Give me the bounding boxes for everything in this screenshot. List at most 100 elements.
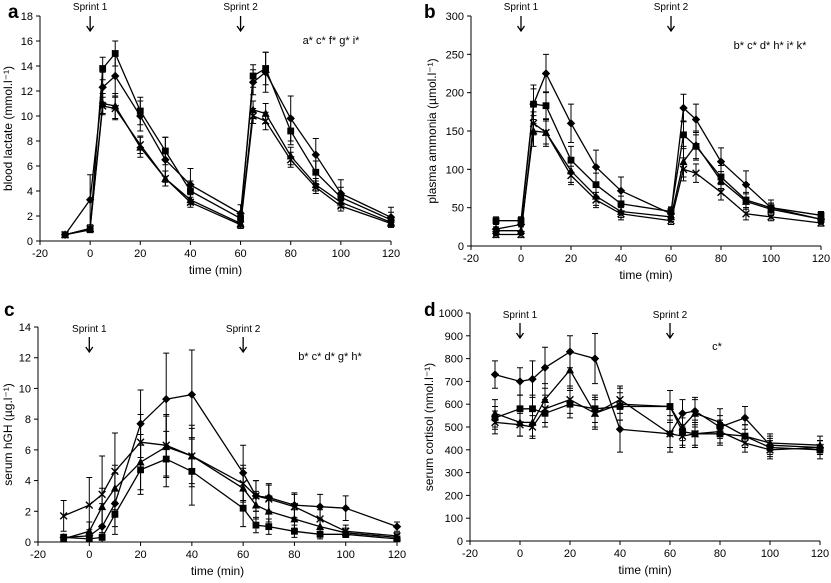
y-tick-label: 900 <box>445 331 463 343</box>
y-tick-label: 10 <box>21 111 33 123</box>
sprint-arrow-icon <box>516 16 526 33</box>
y-tick-label: 14 <box>19 322 31 334</box>
data-point-cross <box>86 224 95 233</box>
data-point-diamond <box>515 377 525 386</box>
x-tick-label: 40 <box>186 549 198 561</box>
series-triangle <box>491 351 824 455</box>
data-point-cross <box>286 155 295 164</box>
data-point-cross <box>667 216 675 225</box>
data-point-diamond <box>615 425 625 434</box>
x-tick-label: 20 <box>134 248 146 260</box>
x-tick-label: 20 <box>564 548 576 560</box>
data-point-cross <box>542 128 550 137</box>
x-tick-label: -20 <box>462 548 478 560</box>
data-point-triangle <box>59 534 68 543</box>
sprint-arrow-icon <box>665 323 675 340</box>
y-axis-label: plasma ammonia (µmol.l⁻¹) <box>425 58 439 203</box>
data-point-cross <box>716 427 724 436</box>
data-point-cross <box>817 219 825 227</box>
data-point-cross <box>161 174 170 183</box>
data-point-cross <box>492 230 500 239</box>
x-tick-label: 80 <box>285 248 297 260</box>
data-point-cross <box>311 183 320 192</box>
y-tick-label: 16 <box>21 36 33 48</box>
data-point-cross <box>136 140 145 149</box>
data-point-cross <box>239 479 248 488</box>
y-tick-label: 500 <box>445 422 463 434</box>
data-point-cross <box>162 441 171 450</box>
data-point-cross <box>85 501 94 510</box>
data-point-square <box>249 72 257 80</box>
significance-annotation: b* c* d* h* i* k* <box>734 40 807 52</box>
data-point-diamond <box>162 394 171 404</box>
data-point-triangle <box>767 204 775 213</box>
data-point-square <box>492 217 500 225</box>
data-point-cross <box>741 439 749 447</box>
data-point-diamond <box>540 363 550 372</box>
data-point-cross <box>186 198 195 207</box>
series-square <box>492 88 825 226</box>
data-point-square <box>667 208 675 215</box>
data-point-diamond <box>590 354 600 363</box>
data-point-square <box>161 147 169 155</box>
y-tick-label: 100 <box>445 513 463 525</box>
data-point-square <box>517 217 525 225</box>
data-point-diamond <box>187 390 197 399</box>
y-tick-label: 2 <box>27 211 33 223</box>
series-line <box>63 458 398 540</box>
data-point-square <box>111 50 119 57</box>
x-tick-label: 60 <box>234 248 246 260</box>
data-point-diamond <box>741 180 751 189</box>
data-point-cross <box>136 438 145 447</box>
data-point-square <box>98 533 106 541</box>
data-point-diamond <box>591 162 601 172</box>
y-tick-label: 8 <box>25 414 31 426</box>
data-point-cross <box>566 395 574 404</box>
data-point-square <box>680 131 687 139</box>
x-axis-label: time (min) <box>619 268 672 282</box>
y-axis-label: serum hGH (µg.l⁻¹) <box>1 383 15 486</box>
x-tick-label: 100 <box>761 548 779 560</box>
data-point-diamond <box>616 186 626 195</box>
data-point-cross <box>111 467 119 476</box>
data-point-diamond <box>490 370 500 379</box>
x-axis-label: time (min) <box>191 564 244 578</box>
x-tick-label: 60 <box>664 548 676 560</box>
series-triangle <box>61 93 395 239</box>
data-point-square <box>252 521 260 529</box>
y-tick-label: 200 <box>445 490 463 502</box>
data-point-cross <box>249 112 258 120</box>
x-tick-label: 40 <box>184 248 196 260</box>
series-square <box>60 430 401 543</box>
sprint-marker-label: Sprint 1 <box>503 310 538 321</box>
y-tick-label: 300 <box>445 468 463 480</box>
x-tick-label: 0 <box>517 548 523 560</box>
x-tick-label: 60 <box>237 549 249 561</box>
data-point-cross <box>767 212 775 221</box>
data-point-cross <box>528 423 537 431</box>
data-point-square <box>111 510 119 518</box>
data-point-diamond <box>716 157 726 166</box>
x-tick-label: 120 <box>382 248 400 260</box>
sprint-marker-label: Sprint 1 <box>72 324 107 335</box>
significance-annotation: c* <box>712 341 723 353</box>
series-line <box>63 446 398 540</box>
series-cross <box>492 111 825 239</box>
x-tick-label: 0 <box>87 248 93 260</box>
data-point-cross <box>59 511 68 520</box>
data-point-square <box>542 102 550 110</box>
panel-d: d-20 0 20 40 60 80 100 120010020030040050060070… <box>422 300 829 577</box>
y-tick-label: 400 <box>445 445 463 457</box>
x-tick-label: 40 <box>615 253 627 265</box>
data-point-diamond <box>311 150 320 159</box>
data-point-cross <box>742 209 750 218</box>
data-point-diamond <box>392 522 402 531</box>
y-tick-label: 300 <box>446 11 464 23</box>
data-point-cross <box>98 490 107 499</box>
y-tick-label: 100 <box>446 164 464 176</box>
data-point-diamond <box>85 195 95 204</box>
series-line <box>64 105 392 236</box>
data-point-square <box>99 65 107 72</box>
